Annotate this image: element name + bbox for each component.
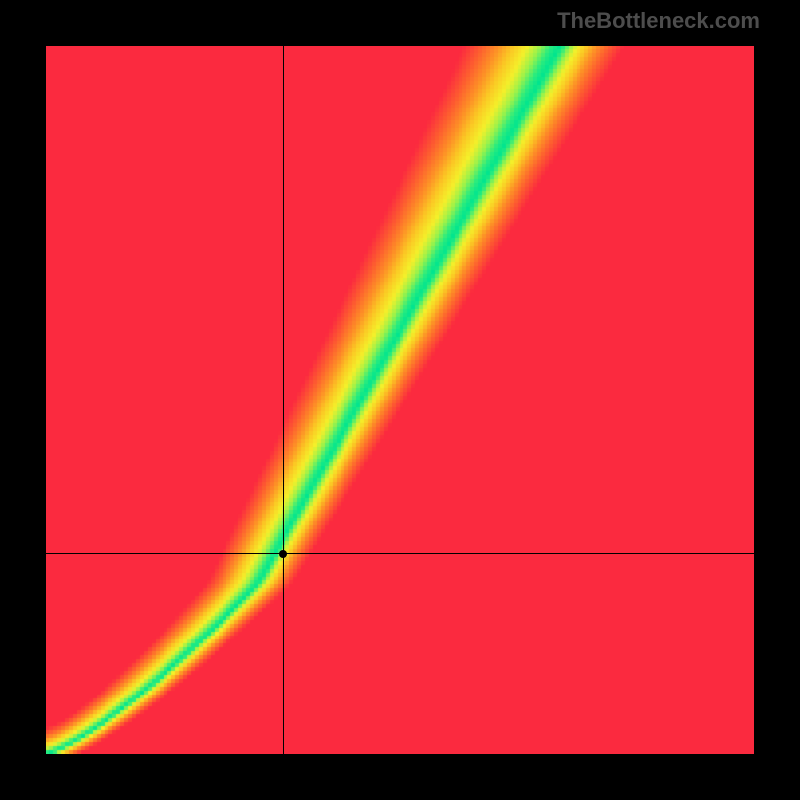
plot-area bbox=[46, 46, 754, 754]
heatmap-canvas bbox=[46, 46, 754, 754]
watermark-text: TheBottleneck.com bbox=[557, 8, 760, 34]
marker-dot bbox=[279, 550, 287, 558]
crosshair-horizontal bbox=[46, 553, 754, 554]
crosshair-vertical bbox=[283, 46, 284, 754]
